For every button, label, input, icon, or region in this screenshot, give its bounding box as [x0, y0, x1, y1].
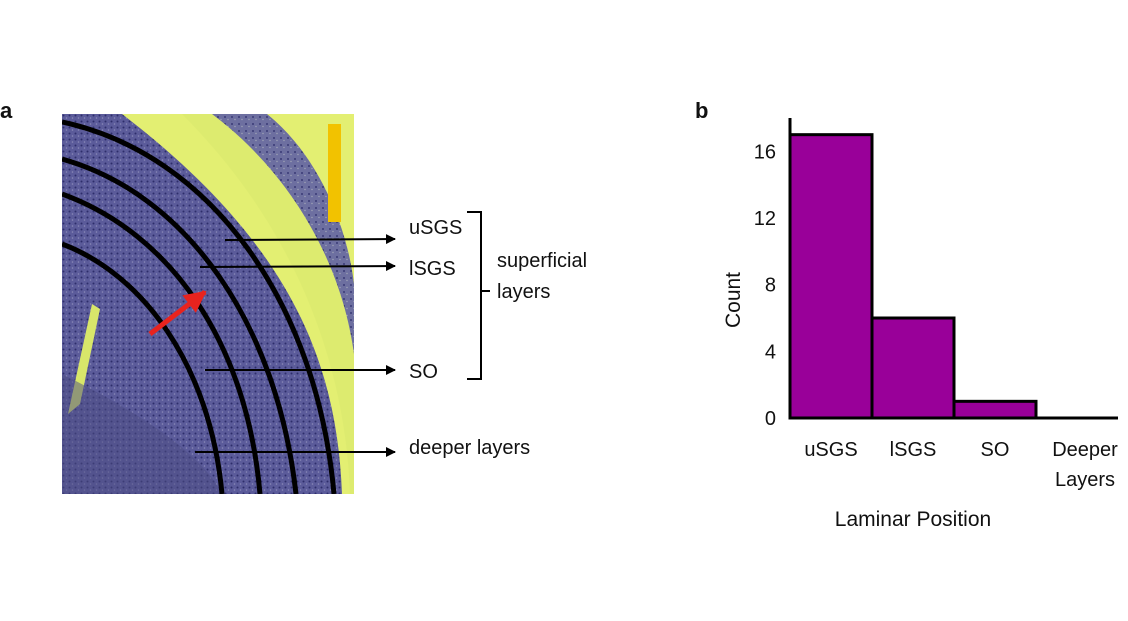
- y-tick-label: 0: [765, 408, 776, 430]
- y-tick-label: 4: [765, 341, 776, 363]
- lsgs-label: lSGS: [409, 258, 456, 280]
- y-tick-label: 8: [765, 275, 776, 297]
- x-tick-label: Layers: [1055, 469, 1115, 491]
- bar-usgs: [788, 133, 874, 420]
- superficial-label: superficial: [497, 250, 588, 272]
- usgs-label: uSGS: [409, 217, 463, 239]
- panel-b-label: b: [695, 98, 709, 123]
- y-axis-title: Count: [722, 272, 745, 328]
- bar-lsgs: [870, 316, 956, 420]
- layers-label: layers: [497, 281, 551, 303]
- deeper-layers-label: deeper layers: [409, 437, 531, 459]
- superficial-bracket: [467, 211, 490, 380]
- so-label: SO: [409, 361, 438, 383]
- x-axis-title: Laminar Position: [835, 508, 991, 531]
- panel-a-label: a: [0, 98, 13, 123]
- y-tick-label: 12: [754, 208, 776, 230]
- bar-so: [952, 399, 1038, 420]
- laminar-count-bar-chart: 0 4 8 12 16 uSGS lSGS SO Deeper Layers Laminar Pos…: [722, 118, 1118, 531]
- y-tick-label: 16: [754, 141, 776, 163]
- x-tick-label: uSGS: [804, 439, 857, 461]
- scale-bar: [328, 124, 341, 222]
- x-tick-label: SO: [981, 439, 1010, 461]
- x-tick-label: Deeper: [1052, 439, 1118, 461]
- x-tick-label: lSGS: [890, 439, 937, 461]
- histology-micrograph: [62, 114, 354, 494]
